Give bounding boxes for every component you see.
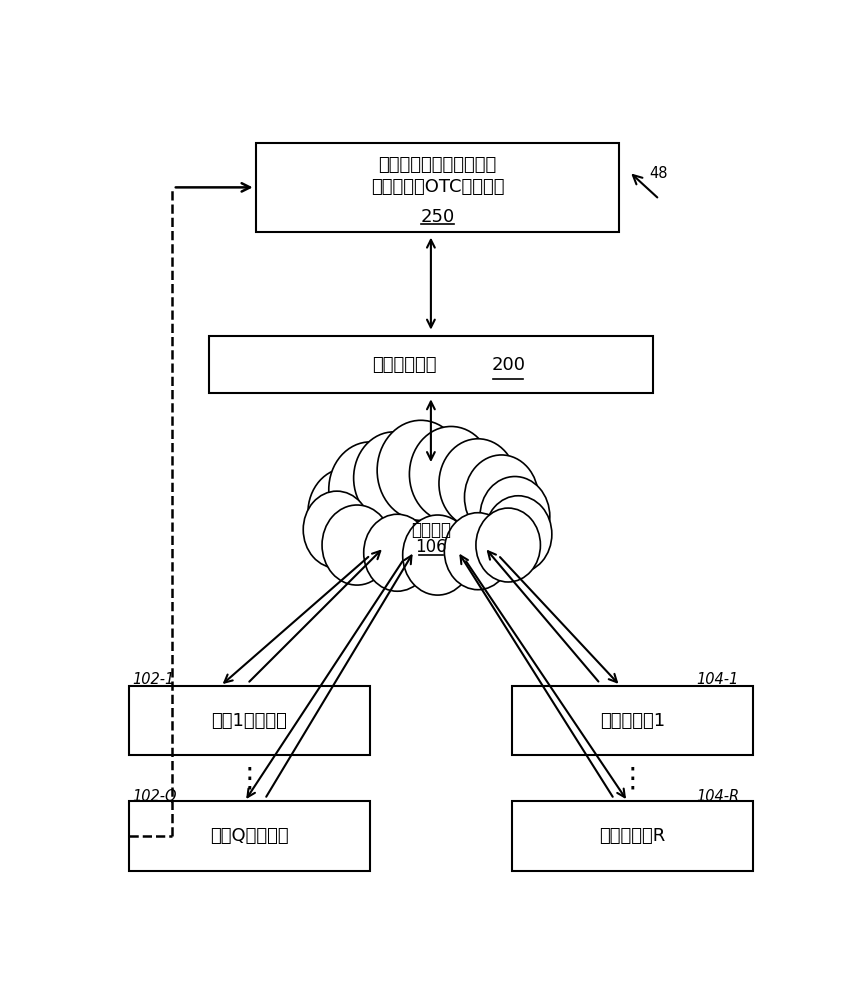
Text: ⋮: ⋮ xyxy=(618,764,647,792)
Text: 医药组合物OTC分配装置: 医药组合物OTC分配装置 xyxy=(371,178,505,196)
Circle shape xyxy=(354,432,434,524)
Text: 104-R: 104-R xyxy=(696,789,740,804)
Bar xyxy=(512,801,753,871)
Bar xyxy=(128,686,370,755)
Circle shape xyxy=(445,513,512,590)
Circle shape xyxy=(476,508,540,582)
Bar xyxy=(128,801,370,871)
Bar xyxy=(209,336,653,393)
Text: 102-Q: 102-Q xyxy=(132,789,176,804)
Text: 48: 48 xyxy=(649,166,668,181)
Text: 250: 250 xyxy=(420,208,455,226)
Circle shape xyxy=(303,491,370,568)
Circle shape xyxy=(329,442,412,537)
Bar xyxy=(257,143,619,232)
Text: 数据收集装置: 数据收集装置 xyxy=(372,356,436,374)
Text: 配药处装置R: 配药处装置R xyxy=(599,827,666,845)
Text: 个体Q用户装置: 个体Q用户装置 xyxy=(210,827,289,845)
Circle shape xyxy=(364,514,431,591)
Circle shape xyxy=(480,477,550,557)
Circle shape xyxy=(465,455,538,540)
Circle shape xyxy=(377,420,465,520)
Text: 104-1: 104-1 xyxy=(696,672,739,687)
Text: 106: 106 xyxy=(415,538,447,556)
Text: 配药处装置1: 配药处装置1 xyxy=(600,712,665,730)
Circle shape xyxy=(409,426,492,522)
Text: 200: 200 xyxy=(492,356,525,374)
Circle shape xyxy=(322,505,392,585)
Text: 102-1: 102-1 xyxy=(132,672,174,687)
Bar xyxy=(512,686,753,755)
Text: ⋮: ⋮ xyxy=(236,764,264,792)
Text: 二氢吡啶类钙通道阻断剂: 二氢吡啶类钙通道阻断剂 xyxy=(379,156,497,174)
Circle shape xyxy=(439,439,517,528)
Circle shape xyxy=(402,515,473,595)
Text: 通信网络: 通信网络 xyxy=(411,521,451,539)
Circle shape xyxy=(485,496,552,573)
Text: 个体1用户装置: 个体1用户装置 xyxy=(212,712,288,730)
Circle shape xyxy=(308,468,386,557)
